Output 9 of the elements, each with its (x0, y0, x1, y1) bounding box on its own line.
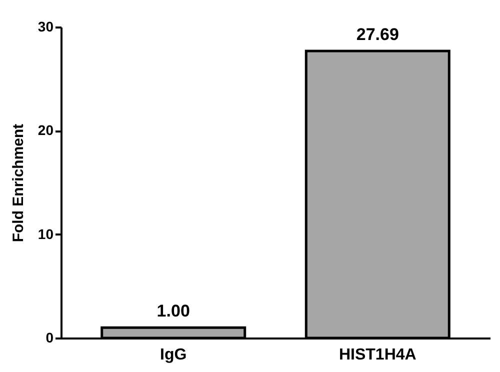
y-tick-label: 10 (38, 226, 54, 242)
y-tick-label: 0 (46, 330, 54, 346)
data-label: 1.00 (156, 302, 190, 321)
y-tick-label: 30 (38, 18, 54, 34)
y-tick-label: 20 (38, 122, 54, 138)
x-tick-label: HIST1H4A (338, 346, 417, 364)
data-label: 27.69 (356, 24, 399, 44)
y-axis-title: Fold Enrichment (10, 124, 27, 242)
x-tick-label: IgG (160, 346, 187, 364)
